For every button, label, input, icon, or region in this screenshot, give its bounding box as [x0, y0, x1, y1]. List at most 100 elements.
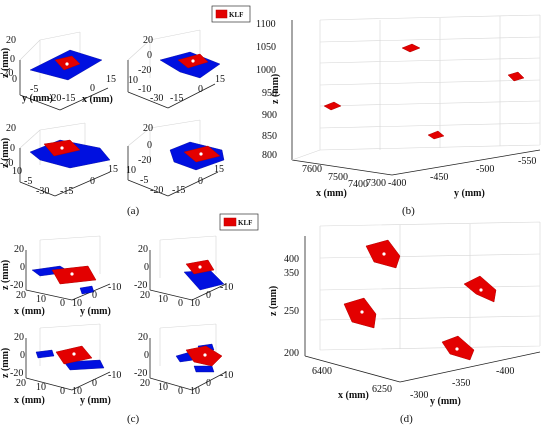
axis-mark-18 — [127, 146, 219, 197]
tick-label-106: 6250 — [372, 384, 392, 395]
tick-label-75: 0 — [178, 298, 183, 309]
panel-d-label: (d) — [400, 413, 413, 425]
dot-mark-11 — [191, 59, 195, 63]
tick-label-41: 1050 — [256, 42, 276, 53]
dot-mark-58 — [479, 288, 483, 292]
tick-label-92: 0 — [144, 350, 149, 361]
tick-label-27: -30 — [36, 186, 49, 197]
tick-label-72: -20 — [134, 280, 147, 291]
tick-label-32: 0 — [147, 140, 152, 151]
tick-label-109: -350 — [452, 378, 470, 389]
tick-label-38: 0 — [198, 176, 203, 187]
tick-label-69: y (mm) — [80, 306, 111, 317]
dot-mark-34 — [70, 272, 74, 276]
grid-mark-7 — [127, 29, 201, 78]
tick-label-47: z (mm) — [270, 74, 281, 104]
tick-label-57: y (mm) — [454, 188, 485, 199]
tick-label-105: 6400 — [312, 366, 332, 377]
axis-mark-8 — [127, 60, 216, 109]
tick-label-107: x (mm) — [338, 390, 369, 401]
axis-mark-56 — [304, 236, 541, 383]
tick-label-54: -450 — [430, 172, 448, 183]
tick-label-15: 10 — [128, 75, 138, 86]
tick-label-60: -20 — [10, 280, 23, 291]
red-mark-1 — [215, 9, 228, 19]
tick-label-18: -15 — [170, 93, 183, 104]
tick-label-51: 7300 — [366, 178, 386, 189]
tick-label-28: -15 — [60, 186, 73, 197]
axis-mark-47 — [149, 338, 227, 391]
tick-label-67: -10 — [108, 282, 121, 293]
tick-label-44: 900 — [262, 110, 277, 121]
tick-label-81: -20 — [10, 368, 23, 379]
tick-label-90: y (mm) — [80, 395, 111, 406]
tick-label-104: z (mm) — [268, 286, 279, 316]
tick-label-40: 1100 — [256, 19, 276, 30]
tick-label-26: -5 — [24, 176, 32, 187]
blue-mark-32 — [79, 285, 95, 295]
tick-label-63: 10 — [36, 294, 46, 305]
tick-label-0: 20 — [6, 35, 16, 46]
grid-mark-40 — [39, 323, 101, 366]
tick-label-66: 0 — [92, 290, 97, 301]
panel-b: 1100 1050 1000 950 900 850 800 z (mm) 76… — [256, 14, 541, 217]
tick-label-83: 20 — [16, 378, 26, 389]
tick-label-35: -5 — [140, 175, 148, 186]
tick-label-76: 10 — [190, 298, 200, 309]
tick-label-5: -5 — [30, 84, 38, 95]
tick-label-93: -20 — [134, 368, 147, 379]
subplot-a1: 20 0 -20 z (mm) 0 -5 -20 -15 0 15 y (mm)… — [0, 31, 116, 111]
grid-mark-12 — [19, 122, 86, 165]
tick-label-74: 10 — [158, 294, 168, 305]
tick-label-82: z (mm) — [0, 348, 11, 378]
blue-mark-37 — [183, 269, 225, 291]
tick-label-14: -20 — [138, 65, 151, 76]
panel-d: 400 350 250 200 z (mm) 6400 6250 x (mm) … — [268, 221, 541, 425]
tick-label-71: 0 — [144, 262, 149, 273]
subplot-a4: 20 0 -20 10 -5 -20 -15 0 15 — [126, 119, 225, 197]
tick-label-17: -30 — [150, 93, 163, 104]
tick-label-2: -20 — [0, 68, 13, 79]
tick-label-39: 15 — [214, 164, 224, 175]
subplot-a3: 20 0 -20 z (mm) 10 -5 -30 -15 0 15 — [0, 122, 118, 197]
tick-label-55: -500 — [476, 164, 494, 175]
tick-label-8: 0 — [90, 83, 95, 94]
tick-label-1: 0 — [10, 54, 15, 65]
tick-label-33: -20 — [138, 155, 151, 166]
axis-mark-3 — [19, 60, 109, 111]
legend-c-label: KLF — [238, 219, 252, 227]
tick-label-111: y (mm) — [430, 396, 461, 407]
dot-mark-57 — [382, 252, 386, 256]
tick-label-7: -15 — [62, 93, 75, 104]
tick-label-21: 20 — [6, 123, 16, 134]
panel-a: KLF 20 0 -20 z (mm) 0 -5 -20 -15 0 15 y … — [0, 5, 251, 217]
grid-mark-23 — [319, 36, 541, 129]
tick-label-101: 350 — [284, 268, 299, 279]
tick-label-61: z (mm) — [0, 260, 11, 290]
grid-mark-53 — [319, 221, 541, 351]
axis-mark-25 — [291, 20, 541, 176]
tick-label-98: 0 — [206, 378, 211, 389]
subplot-c2: 20 0 -20 20 10 0 10 0 -10 — [134, 235, 233, 309]
grid-mark-55 — [399, 224, 471, 349]
panel-a-label: (a) — [127, 205, 140, 217]
tick-label-25: 10 — [12, 166, 22, 177]
dot-mark-52 — [203, 353, 207, 357]
tick-label-19: 0 — [198, 84, 203, 95]
klf-patch-b1 — [401, 43, 421, 53]
tick-label-73: 20 — [140, 290, 150, 301]
tick-label-36: -20 — [150, 185, 163, 196]
tick-label-16: -10 — [138, 84, 151, 95]
tick-label-37: -15 — [172, 185, 185, 196]
subplot-a2: 20 0 -20 10 -10 -30 -15 0 15 — [127, 29, 225, 109]
tick-label-23: -20 — [0, 158, 13, 169]
blue-mark-42 — [35, 349, 55, 359]
tick-label-53: -400 — [388, 178, 406, 189]
tick-label-52: x (mm) — [316, 188, 347, 199]
tick-label-12: 20 — [143, 35, 153, 46]
tick-label-48: 7600 — [302, 164, 322, 175]
blue-mark-43 — [63, 359, 105, 371]
tick-label-100: 400 — [284, 254, 299, 265]
panel-c-label: (c) — [127, 413, 140, 425]
tick-label-58: 20 — [14, 244, 24, 255]
